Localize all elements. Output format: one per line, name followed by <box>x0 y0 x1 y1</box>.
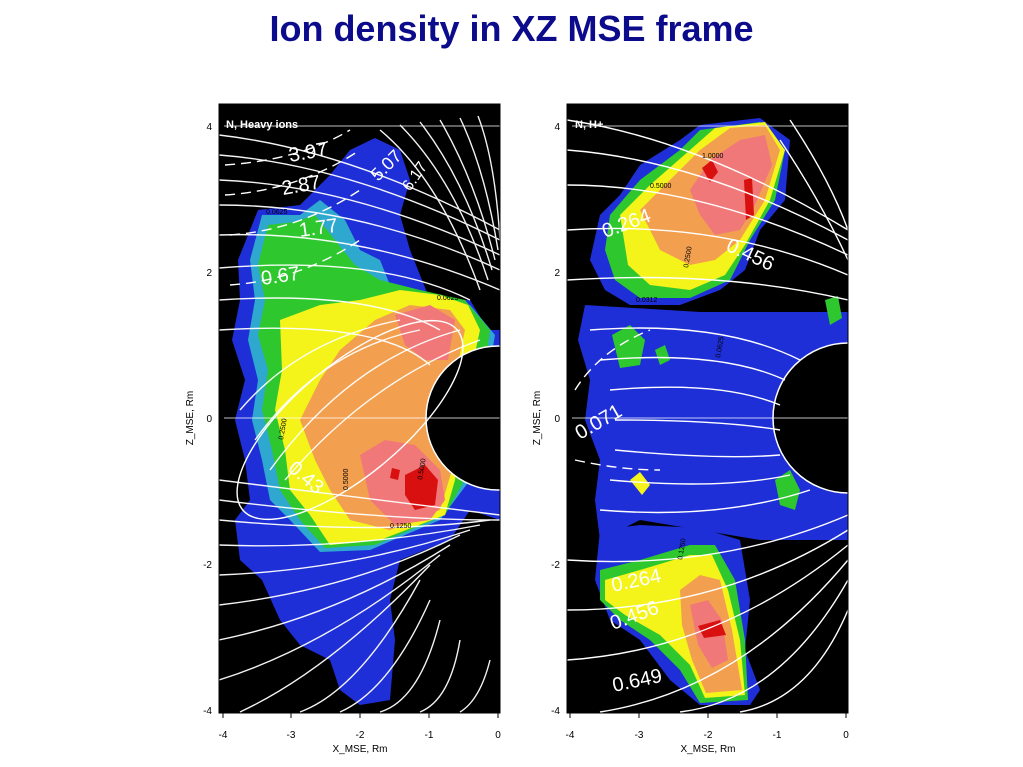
right-field-lines <box>567 119 848 713</box>
right-x-tick-4: -1 <box>773 730 782 741</box>
left-y-tick-5: -4 <box>203 706 212 717</box>
left-pink-region <box>360 305 455 525</box>
left-contour-label-4: 0.67 <box>260 263 302 290</box>
left-small-label-6: 0.1250 <box>390 523 412 530</box>
right-upper-red <box>702 160 754 220</box>
left-y-tick-4: -2 <box>203 560 212 571</box>
right-band-green-3 <box>825 296 842 325</box>
right-panel: 0.264 0.456 0.071 0.264 0.456 0.649 0.50… <box>532 103 849 755</box>
left-oval-contour <box>236 319 464 521</box>
right-small-label-3: 0.2500 <box>683 246 694 268</box>
left-small-label-3: 0.5000 <box>343 468 350 490</box>
left-x-tick-3: -2 <box>356 730 365 741</box>
right-band-yellow-1 <box>630 472 650 495</box>
left-x-label: X_MSE, Rm <box>332 744 387 755</box>
slide-title: Ion density in XZ MSE frame <box>269 8 754 49</box>
right-band-green-2 <box>655 345 670 365</box>
left-small-label-2: 0.2500 <box>278 418 289 440</box>
left-x-tick-2: -3 <box>287 730 296 741</box>
right-x-tick-2: -3 <box>635 730 644 741</box>
right-dashed-contours <box>574 329 661 471</box>
right-x-label: X_MSE, Rm <box>680 744 735 755</box>
left-x-axis: -4 -3 -2 -1 0 X_MSE, Rm <box>219 713 501 755</box>
right-band-green-4 <box>775 470 800 510</box>
left-panel-title: N, Heavy ions <box>226 119 298 131</box>
right-small-label-6: 0.1250 <box>677 538 688 560</box>
right-y-tick-4: -2 <box>551 560 560 571</box>
right-small-label-4: 0.0312 <box>636 297 658 304</box>
right-x-axis: -4 -3 -2 -1 0 X_MSE, Rm <box>566 713 849 755</box>
right-small-label-2: 1.0000 <box>702 153 724 160</box>
right-x-tick-1: -4 <box>566 730 575 741</box>
right-y-tick-2: 2 <box>554 268 560 279</box>
left-contour-label-3: 1.77 <box>298 215 340 242</box>
right-y-tick-5: -4 <box>551 706 560 717</box>
left-panel: 3.97 2.87 1.77 0.67 0.43 5.07 6.17 0.062… <box>185 103 501 755</box>
right-y-tick-1: 4 <box>554 122 560 133</box>
right-panel-title: N, H+ <box>575 119 603 131</box>
right-y-axis: 4 2 0 -2 -4 Z_MSE, Rm <box>532 122 572 717</box>
right-x-tick-5: 0 <box>843 730 849 741</box>
left-small-label-1: 0.0625 <box>266 209 288 216</box>
left-y-tick-3: 0 <box>206 414 212 425</box>
right-y-label: Z_MSE, Rm <box>532 391 543 445</box>
left-y-axis: 4 2 0 -2 -4 Z_MSE, Rm <box>185 122 224 717</box>
left-small-label-5: 0.5000 <box>417 458 428 480</box>
right-small-label-1: 0.5000 <box>650 183 672 190</box>
left-y-label: Z_MSE, Rm <box>185 391 196 445</box>
left-dashed-contours <box>224 129 361 286</box>
left-small-label-4: 0.0625 <box>437 295 459 302</box>
left-x-tick-4: -1 <box>425 730 434 741</box>
left-x-tick-1: -4 <box>219 730 228 741</box>
left-field-lines <box>219 115 500 713</box>
left-x-tick-5: 0 <box>495 730 501 741</box>
left-y-tick-1: 4 <box>206 122 212 133</box>
left-red-region <box>390 465 438 510</box>
right-x-tick-3: -2 <box>704 730 713 741</box>
right-y-tick-3: 0 <box>554 414 560 425</box>
left-y-tick-2: 2 <box>206 268 212 279</box>
right-small-label-5: 0.0625 <box>715 336 726 358</box>
